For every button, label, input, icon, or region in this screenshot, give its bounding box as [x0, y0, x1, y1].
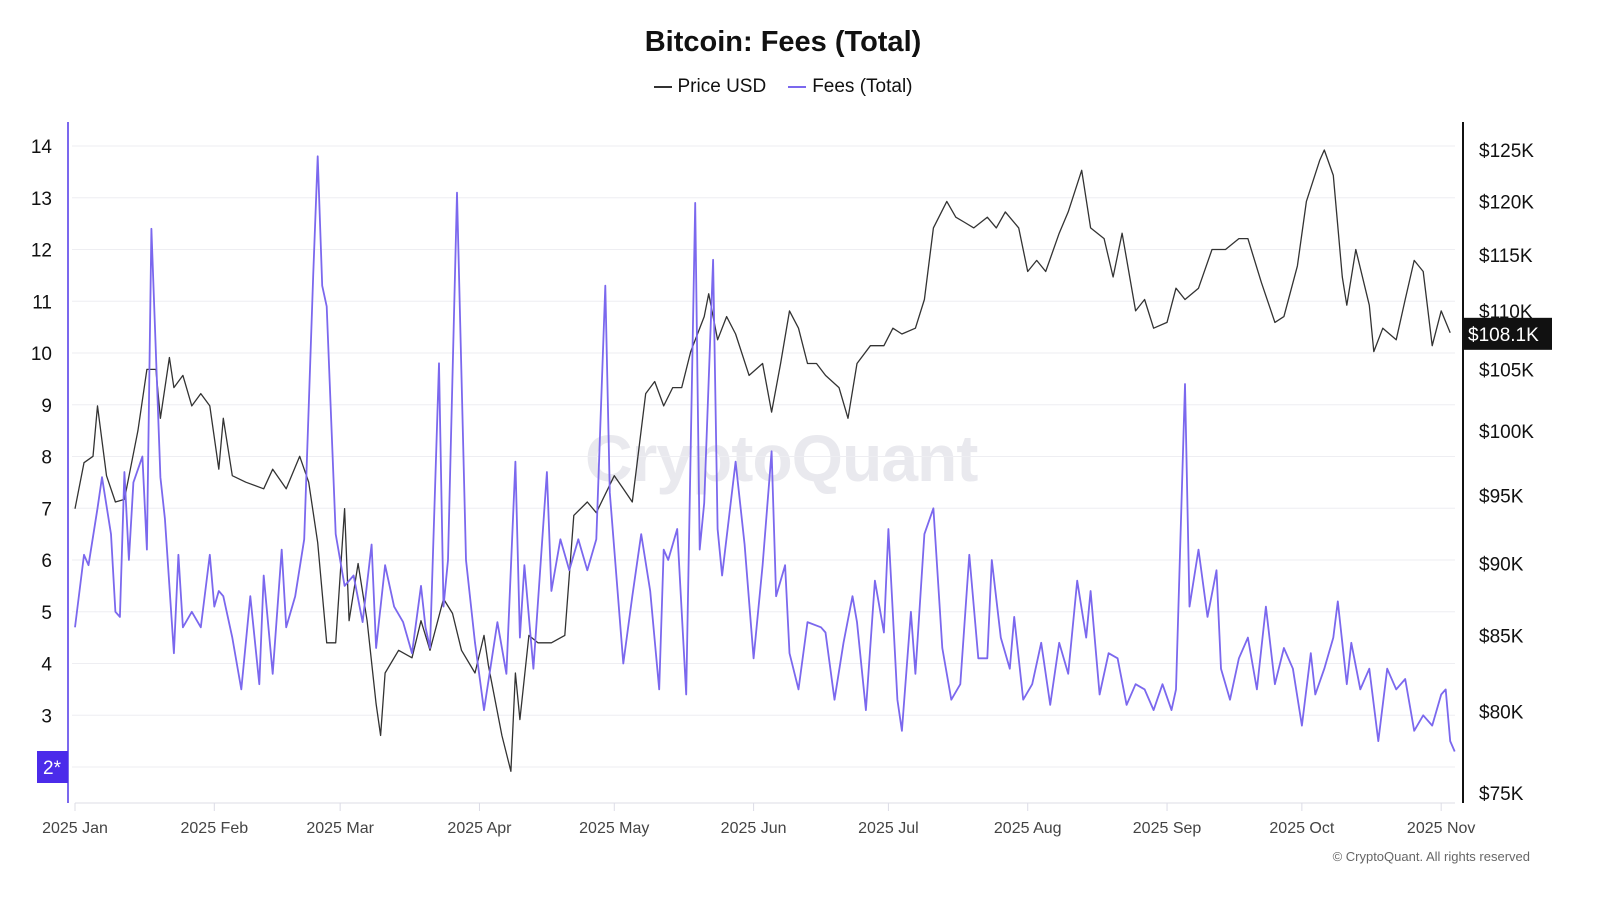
left-tick-label: 5	[41, 603, 52, 624]
x-tick-label: 2025 Apr	[447, 820, 512, 837]
left-tick-label: 7	[41, 499, 52, 520]
legend: Price USD Fees (Total)	[0, 76, 1566, 98]
x-tick-label: 2025 May	[579, 820, 649, 837]
left-tick-label: 9	[41, 396, 52, 417]
chart-title: Bitcoin: Fees (Total)	[644, 26, 922, 58]
x-tick-label: 2025 Jul	[858, 820, 919, 837]
series-line-price	[74, 149, 1451, 772]
x-tick-label: 2025 Nov	[1407, 820, 1476, 837]
left-tick-label: 8	[41, 448, 52, 469]
right-tick-label: $75K	[1479, 784, 1524, 805]
left-tick-label: 12	[31, 241, 52, 262]
legend-item-fees[interactable]: Fees (Total)	[788, 76, 913, 98]
legend-item-price[interactable]: Price USD	[653, 76, 767, 98]
right-tick-label: $115K	[1479, 246, 1533, 267]
x-tick-label: 2025 Sep	[1133, 820, 1202, 837]
right-tick-label: $120K	[1479, 192, 1534, 213]
x-tick-label: 2025 Jun	[721, 820, 787, 837]
right-tick-label: $90K	[1479, 554, 1524, 575]
right-tick-label: $110K	[1479, 302, 1533, 323]
left-tick-label: 4	[41, 655, 52, 676]
right-tick-label: $105K	[1479, 360, 1534, 381]
right-tick-label: $85K	[1479, 626, 1524, 647]
legend-label-price: Price USD	[677, 76, 767, 97]
left-tick-label: 3	[41, 706, 52, 727]
copyright: © CryptoQuant. All rights reserved	[1332, 849, 1530, 864]
watermark: CryptoQuant	[585, 421, 978, 495]
left-tick-label: 6	[41, 551, 52, 572]
legend-label-fees: Fees (Total)	[812, 76, 913, 97]
x-tick-label: 2025 Jan	[42, 820, 108, 837]
x-tick-label: 2025 Mar	[306, 820, 374, 837]
x-tick-label: 2025 Aug	[994, 820, 1062, 837]
right-current-badge	[1464, 317, 1552, 350]
right-tick-label: $80K	[1479, 703, 1524, 724]
legend-swatch-price	[653, 86, 672, 88]
left-current-label: 2*	[43, 758, 62, 779]
right-tick-label: $100K	[1479, 422, 1534, 443]
right-tick-label: $95K	[1479, 486, 1524, 507]
left-tick-label: 13	[31, 189, 52, 210]
legend-swatch-fees	[788, 86, 807, 88]
left-current-badge	[37, 751, 68, 783]
left-tick-label: 11	[32, 292, 52, 313]
right-current-label: $108.1K	[1468, 325, 1539, 346]
left-tick-label: 10	[31, 344, 52, 365]
left-tick-label: 14	[31, 137, 53, 158]
right-tick-label: $125K	[1479, 141, 1534, 162]
x-tick-label: 2025 Oct	[1269, 820, 1334, 837]
x-tick-label: 2025 Feb	[181, 820, 249, 837]
series-line-fees	[74, 155, 1456, 752]
